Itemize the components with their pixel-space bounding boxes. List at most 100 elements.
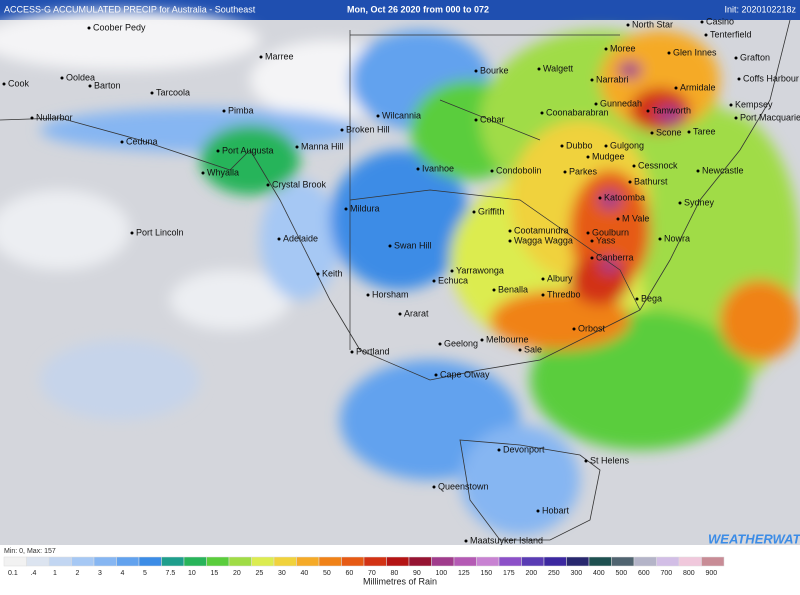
place-label: Tenterfield <box>710 29 752 39</box>
place-label: Glen Innes <box>673 47 717 57</box>
place-dot <box>120 140 124 144</box>
place-dot <box>586 155 590 159</box>
place-label: Dubbo <box>566 140 593 150</box>
place-label: Whyalla <box>207 167 239 177</box>
place-dot <box>678 201 682 205</box>
brand: WEATHERWATCH <box>708 531 800 546</box>
place-dot <box>594 102 598 106</box>
place-dot <box>130 231 134 235</box>
place-dot <box>60 76 64 80</box>
legend-label: 900 <box>706 570 718 577</box>
place-label: Coober Pedy <box>93 22 146 32</box>
place-dot <box>626 23 630 27</box>
place-label: Broken Hill <box>346 124 390 134</box>
legend-label: 150 <box>481 570 493 577</box>
legend-swatch <box>656 556 680 567</box>
place-dot <box>563 170 567 174</box>
place-dot <box>388 244 392 248</box>
place-dot <box>464 539 468 543</box>
legend-label: 7.5 <box>166 570 176 577</box>
legend-swatch <box>588 556 612 567</box>
legend-label: 700 <box>661 570 673 577</box>
place-dot <box>586 231 590 235</box>
place-label: Ivanhoe <box>422 163 454 173</box>
legend-swatch <box>543 556 567 567</box>
legend-swatch <box>341 556 365 567</box>
place-dot <box>30 116 34 120</box>
legend-label: 300 <box>571 570 583 577</box>
place-dot <box>541 293 545 297</box>
place-dot <box>616 217 620 221</box>
place-label: Sydney <box>684 197 715 207</box>
place-label: Coonabarabran <box>546 107 609 117</box>
place-label: Walgett <box>543 63 574 73</box>
place-label: Cape Otway <box>440 369 490 379</box>
legend-panel <box>0 545 800 590</box>
place-dot <box>628 180 632 184</box>
place-dot <box>734 116 738 120</box>
place-label: North Star <box>632 19 673 29</box>
place-dot <box>604 144 608 148</box>
place-dot <box>416 167 420 171</box>
place-label: Canberra <box>596 252 634 262</box>
place-dot <box>2 82 6 86</box>
place-label: Parkes <box>569 166 598 176</box>
place-label: Taree <box>693 126 716 136</box>
place-label: Yass <box>596 235 616 245</box>
place-label: Geelong <box>444 338 478 348</box>
place-label: Bourke <box>480 65 509 75</box>
place-dot <box>398 312 402 316</box>
place-label: Mudgee <box>592 151 625 161</box>
legend-label: 25 <box>256 570 264 577</box>
place-dot <box>584 459 588 463</box>
place-label: Horsham <box>372 289 409 299</box>
legend-label: 4 <box>121 570 125 577</box>
place-label: Pimba <box>228 105 254 115</box>
legend-swatch <box>206 556 230 567</box>
legend-label: 800 <box>683 570 695 577</box>
place-dot <box>658 237 662 241</box>
legend-label: 30 <box>278 570 286 577</box>
place-dot <box>497 448 501 452</box>
place-label: Goulburn <box>592 227 629 237</box>
place-dot <box>438 342 442 346</box>
legend-swatch <box>701 556 725 567</box>
legend-units: Millimetres of Rain <box>363 576 437 586</box>
place-label: Ararat <box>404 308 429 318</box>
place-dot <box>729 103 733 107</box>
place-label: Orbost <box>578 323 606 333</box>
legend-swatch <box>566 556 590 567</box>
legend-swatch <box>251 556 275 567</box>
legend-swatch <box>431 556 455 567</box>
place-label: Barton <box>94 80 121 90</box>
place-dot <box>734 56 738 60</box>
header-init: Init: 2020102218z <box>724 4 796 14</box>
place-label: Gulgong <box>610 140 644 150</box>
place-dot <box>518 348 522 352</box>
legend-range: Min: 0, Max: 157 <box>4 548 56 555</box>
place-dot <box>350 350 354 354</box>
place-label: Hobart <box>542 505 570 515</box>
place-label: Cessnock <box>638 160 678 170</box>
legend-label: 100 <box>436 570 448 577</box>
place-label: Newcastle <box>702 165 744 175</box>
header-bar <box>0 0 800 20</box>
place-label: Nullarbor <box>36 112 73 122</box>
place-dot <box>366 293 370 297</box>
legend-swatch <box>228 556 252 567</box>
legend-swatch <box>476 556 500 567</box>
place-dot <box>536 509 540 513</box>
place-dot <box>316 272 320 276</box>
place-dot <box>87 26 91 30</box>
place-dot <box>650 131 654 135</box>
place-label: Melbourne <box>486 334 529 344</box>
place-dot <box>737 77 741 81</box>
legend-label: 600 <box>638 570 650 577</box>
place-dot <box>432 485 436 489</box>
legend-label: 175 <box>503 570 515 577</box>
place-label: Cobar <box>480 114 505 124</box>
legend-label: 250 <box>548 570 560 577</box>
place-dot <box>450 269 454 273</box>
legend-swatch <box>611 556 635 567</box>
